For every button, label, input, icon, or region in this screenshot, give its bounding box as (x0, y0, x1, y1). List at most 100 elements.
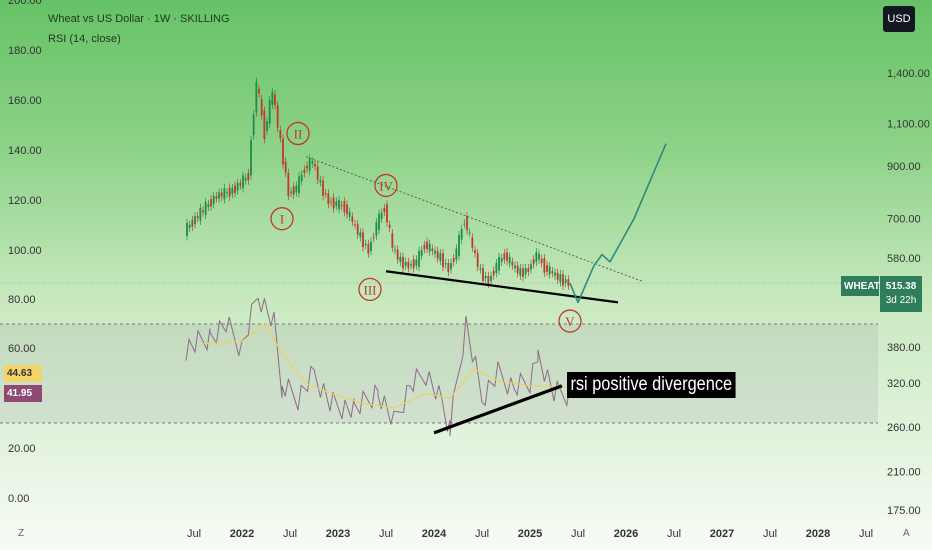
price-candle (338, 200, 340, 210)
rsi-indicator-label[interactable]: RSI (14, close) (48, 33, 121, 45)
right-axis-tick: 210.00 (887, 467, 921, 479)
price-candle (348, 211, 351, 217)
price-candle (511, 261, 514, 266)
price-candle (351, 216, 354, 222)
price-candle (284, 161, 287, 173)
x-axis-tick: 2027 (710, 528, 734, 540)
price-candle (212, 196, 215, 204)
right-axis-tick: 1,400.00 (887, 68, 930, 80)
price-candle (287, 172, 290, 197)
left-axis-tick: 140.00 (8, 145, 42, 157)
price-candle (484, 275, 487, 279)
price-candle (431, 248, 434, 252)
x-axis-tick: 2022 (230, 528, 254, 540)
left-axis-tick: 80.00 (8, 294, 36, 306)
price-candle (324, 193, 327, 195)
price-candle (311, 161, 314, 164)
price-candle (236, 182, 239, 191)
price-candle (290, 191, 292, 194)
auto-scale-button[interactable]: A (903, 528, 910, 539)
last-price-tag: 515.38 3d 22h (880, 276, 922, 312)
rsi-divergence-annotation: rsi positive divergence (567, 372, 736, 398)
price-candle (490, 275, 492, 282)
wave-label-circle (558, 309, 582, 333)
price-candle (522, 268, 524, 277)
price-candle (364, 243, 367, 245)
price-candle (426, 241, 428, 250)
price-candle (492, 270, 495, 276)
price-candle (554, 272, 556, 276)
price-candle (268, 100, 271, 124)
x-axis-tick: Jul (283, 528, 297, 540)
wave-label: V (565, 314, 575, 329)
price-candle (423, 244, 426, 250)
wave-label: III (364, 282, 377, 297)
price-candle (402, 256, 404, 269)
price-candle (546, 264, 548, 272)
timezone-button[interactable]: Z (18, 528, 25, 539)
price-candle (498, 256, 500, 271)
x-axis-tick: 2025 (518, 528, 542, 540)
price-candle (335, 201, 338, 206)
price-candle (447, 263, 450, 272)
wave-label-circle (286, 121, 310, 146)
price-candle (412, 259, 415, 269)
price-candle (362, 232, 364, 248)
price-candle (519, 268, 522, 276)
price-candle (319, 180, 322, 183)
price-candle (535, 252, 538, 262)
price-candle (524, 268, 527, 275)
price-candle (428, 243, 431, 252)
price-candle (540, 258, 543, 264)
lower-trendline (385, 270, 619, 304)
right-axis-tick: 900.00 (887, 161, 921, 173)
right-axis-tick: 580.00 (887, 253, 921, 265)
wave-label: IV (379, 178, 393, 193)
price-candle (372, 236, 375, 239)
price-candle (252, 114, 255, 136)
wave-label: II (294, 126, 303, 141)
price-candle (471, 237, 474, 248)
currency-button[interactable]: USD (883, 6, 915, 32)
wave-label-circle (374, 173, 398, 198)
price-candle (303, 169, 306, 174)
price-candle (332, 197, 335, 209)
price-candle (375, 222, 378, 236)
bar-countdown: 3d 22h (885, 295, 917, 306)
left-axis-tick: 60.00 (8, 343, 36, 355)
wave-label-circle (270, 207, 294, 231)
price-candle (567, 279, 570, 286)
price-candle (463, 223, 466, 225)
price-candle (378, 213, 380, 230)
price-candle (476, 253, 479, 267)
price-candle (292, 186, 295, 195)
price-candle (394, 249, 396, 251)
wave-label-circle (358, 277, 382, 302)
price-candle (514, 265, 516, 269)
rsi-ma-value-tag: 44.63 (4, 365, 42, 382)
price-candle (474, 250, 476, 254)
price-candle (343, 201, 346, 213)
right-axis-tick: 320.00 (887, 378, 921, 390)
x-axis-tick: Jul (763, 528, 777, 540)
x-axis-tick: 2024 (422, 528, 447, 540)
price-candle (380, 212, 383, 219)
price-candle (263, 110, 266, 140)
x-axis-tick: Jul (379, 528, 393, 540)
price-candle (532, 259, 535, 265)
rsi-band (0, 324, 878, 423)
price-candle (314, 163, 316, 167)
price-candle (538, 253, 540, 260)
price-candle (551, 271, 554, 274)
price-candle (559, 274, 562, 283)
price-candle (500, 258, 503, 262)
price-candle (562, 274, 564, 286)
price-candle (276, 105, 279, 128)
price-candle (367, 243, 370, 254)
price-candle (439, 253, 442, 261)
price-candle (228, 187, 231, 197)
price-candle (194, 216, 196, 225)
price-candle (530, 264, 532, 270)
left-axis-tick: 160.00 (8, 95, 42, 107)
